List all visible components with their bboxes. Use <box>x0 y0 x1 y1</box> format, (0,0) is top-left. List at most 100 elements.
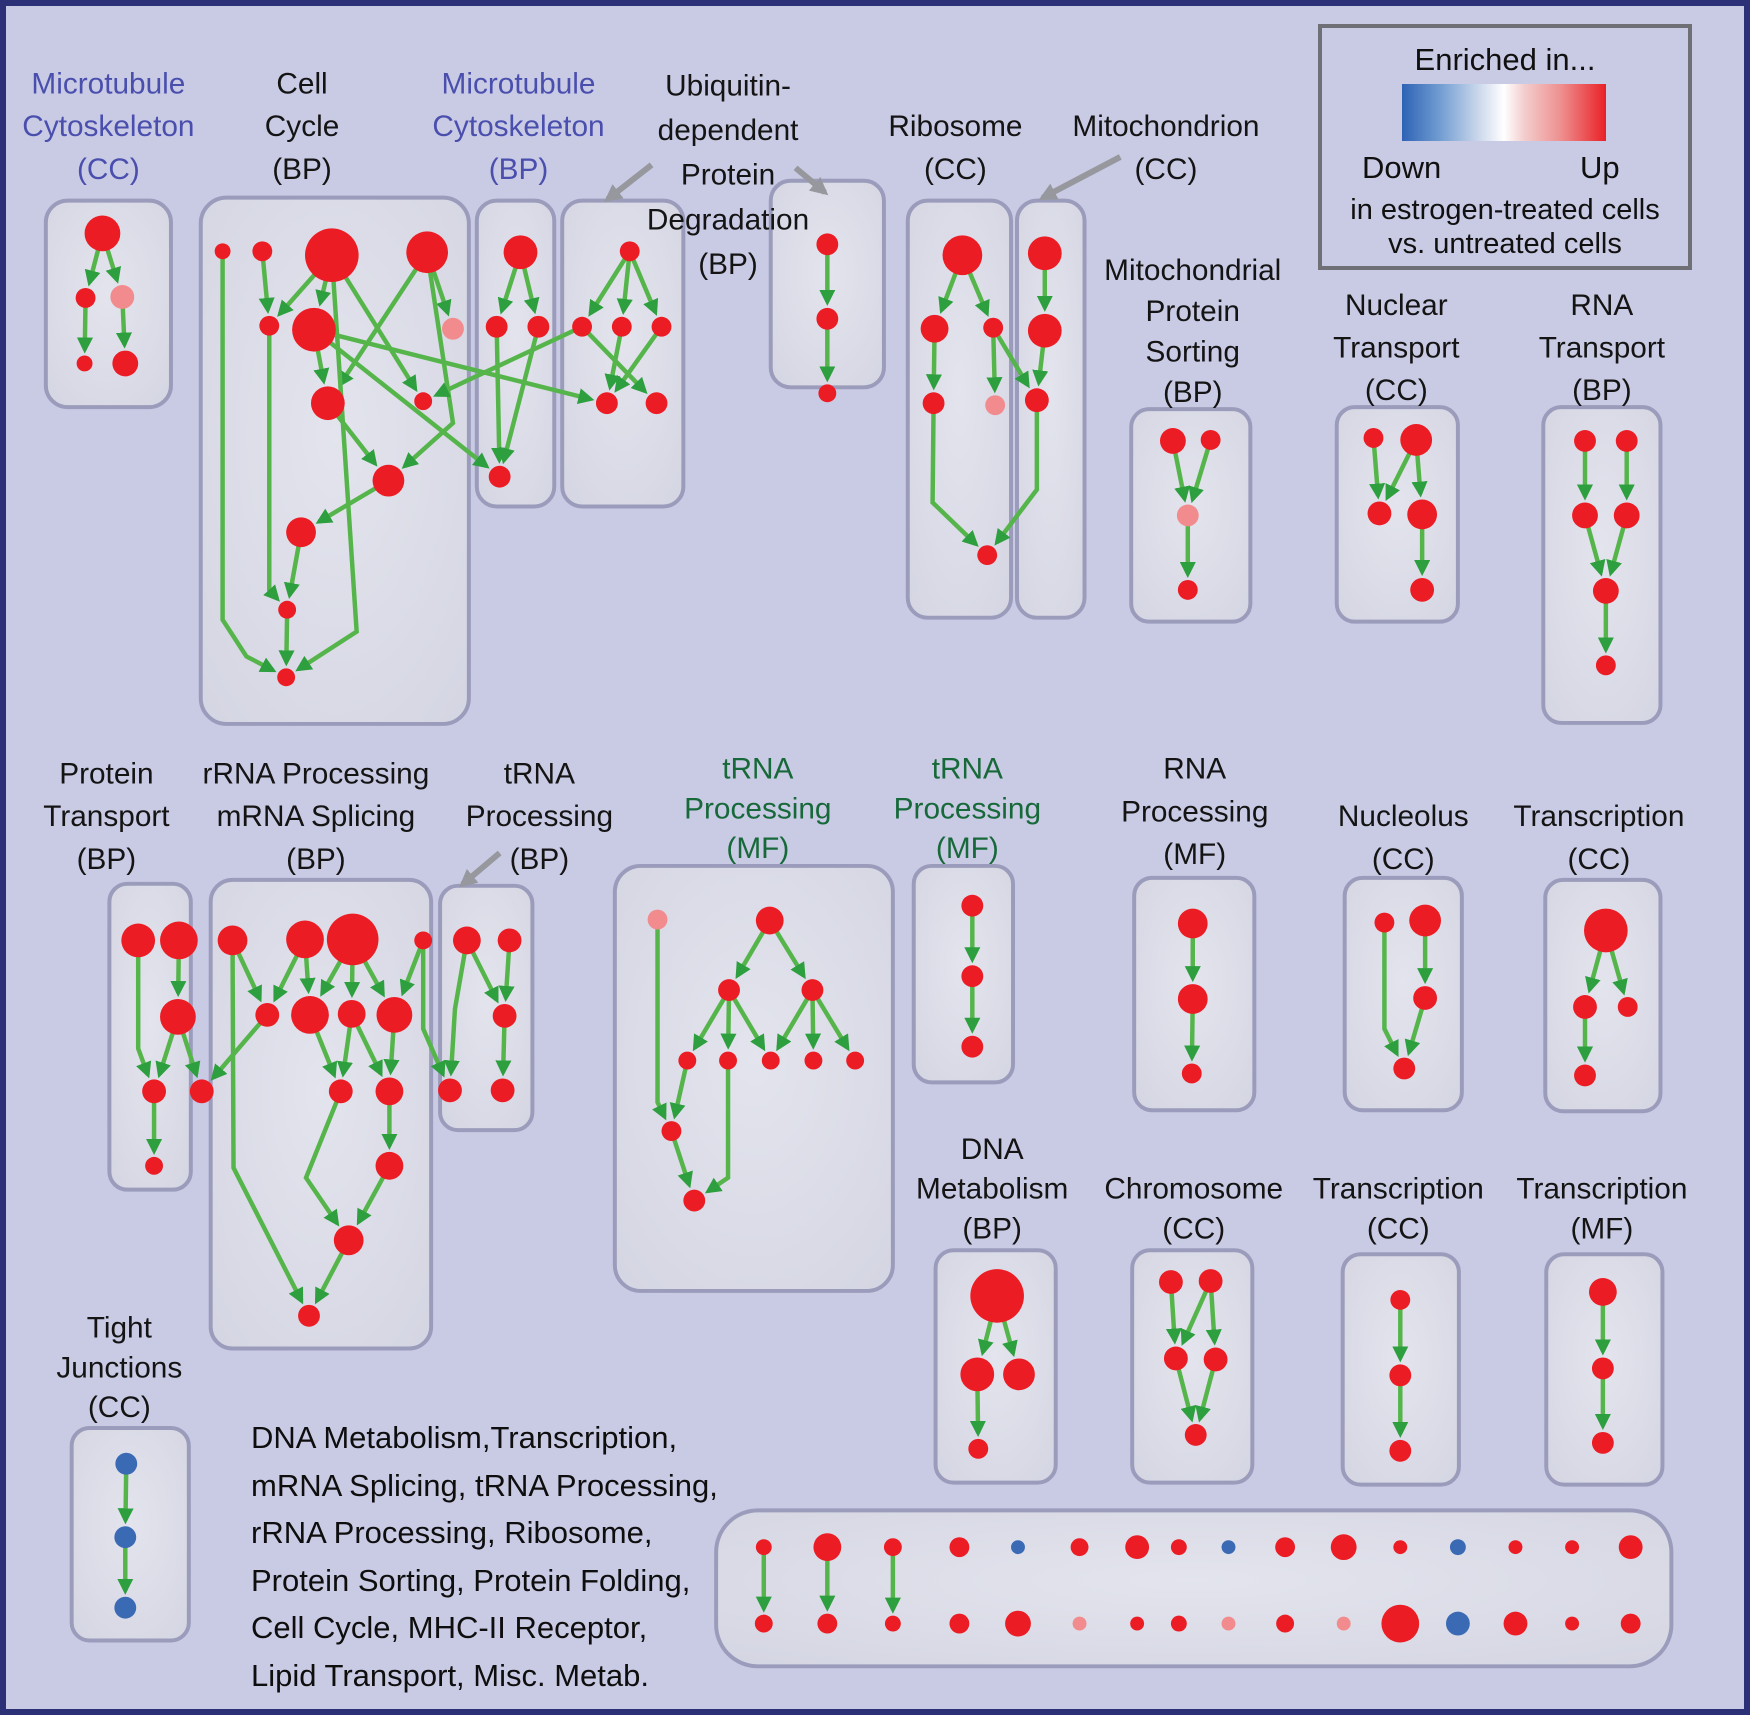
go-term-node <box>291 996 329 1034</box>
misc-text-line: Lipid Transport, Misc. Metab. <box>251 1657 649 1693</box>
edge-arrow <box>793 165 829 196</box>
cluster-label-nuclear-transport-cc: Nuclear Transport (CC) <box>1333 289 1460 407</box>
go-term-node <box>961 1035 984 1058</box>
go-term-node <box>1381 1604 1420 1643</box>
go-term-node <box>375 1077 404 1106</box>
edge-arrow <box>994 400 1040 546</box>
go-term-node <box>488 465 511 488</box>
cluster-label-mitochondrial-protein-sorting-bp: Mitochondrial Protein Sorting (BP) <box>1104 254 1281 409</box>
go-term-node <box>846 1051 865 1070</box>
go-term-node <box>1574 1064 1596 1087</box>
go-term-node <box>1620 1613 1641 1634</box>
go-term-node <box>883 1538 902 1557</box>
go-term-node <box>1176 504 1199 527</box>
go-term-node <box>1221 1540 1236 1555</box>
go-term-node <box>1130 1616 1145 1631</box>
edge-arrow <box>776 988 815 1052</box>
go-term-node <box>645 392 668 415</box>
go-term-node <box>115 1452 138 1475</box>
go-term-node <box>1159 428 1186 454</box>
cluster-label-rna-transport-bp: RNA Transport (BP) <box>1539 289 1666 407</box>
go-term-node <box>1574 430 1596 452</box>
cluster-label-protein-transport-bp: Protein Transport (BP) <box>43 758 170 876</box>
go-term-node <box>661 1121 682 1142</box>
edge-arrow <box>930 403 979 547</box>
go-network-diagram: Microtubule Cytoskeleton (CC) Cell Cycle (BP)… <box>22 67 1687 1669</box>
cluster-label-dna-metabolism-bp: DNA Metabolism (BP) <box>916 1133 1068 1245</box>
go-term-node <box>985 395 1006 416</box>
go-term-node <box>1367 501 1392 526</box>
go-term-node <box>818 384 837 403</box>
go-term-node <box>1390 1289 1411 1310</box>
go-term-node <box>305 228 359 283</box>
go-term-node <box>683 1189 706 1212</box>
cluster-label-mitochondrion-cc: Mitochondrion (CC) <box>1072 110 1259 186</box>
go-term-node <box>619 241 640 262</box>
go-term-node <box>1276 1614 1295 1633</box>
go-term-node <box>1027 313 1062 348</box>
misc-categories-text: DNA Metabolism,Transcription, mRNA Splic… <box>251 1414 721 1699</box>
edge-arrow <box>692 988 731 1052</box>
go-term-node <box>678 1051 697 1070</box>
go-term-node <box>1584 908 1628 953</box>
edge-arrow <box>652 919 667 1121</box>
go-term-node <box>438 1078 462 1103</box>
go-term-node <box>1407 499 1438 530</box>
cluster-box-protein-transport-bp <box>107 881 193 1192</box>
go-term-node <box>1613 502 1640 529</box>
cluster-label-transcription-cc-lower: Transcription (CC) <box>1313 1173 1484 1246</box>
go-term-node <box>414 392 433 411</box>
misc-text-line: Cell Cycle, MHC-II Receptor, <box>251 1610 648 1645</box>
go-term-node <box>1170 1615 1187 1632</box>
cluster-box-mitochondrion-cc <box>1015 198 1087 620</box>
edge-arrow <box>986 327 1003 394</box>
edge-arrow <box>230 940 304 1305</box>
cluster-box-nucleolus-cc <box>1342 875 1464 1113</box>
go-term-node <box>1503 1611 1528 1636</box>
go-term-node <box>252 241 273 262</box>
go-term-node <box>1445 1611 1470 1636</box>
go-term-node <box>755 1539 772 1556</box>
go-term-node <box>960 1357 995 1392</box>
go-term-node <box>651 316 672 337</box>
go-term-node <box>333 1225 364 1256</box>
go-term-node <box>1409 904 1442 937</box>
go-term-node <box>761 1051 780 1070</box>
go-term-node <box>214 243 231 260</box>
go-term-node <box>1595 655 1616 676</box>
edge-arrow <box>263 325 280 602</box>
cluster-label-tight-junctions-cc: Tight Junctions (CC) <box>56 1312 182 1424</box>
go-term-node <box>816 307 839 330</box>
cluster-label-trna-processing-mf-small: tRNA Processing (MF) <box>894 753 1041 865</box>
go-term-node <box>278 600 297 619</box>
go-term-node <box>1181 1063 1202 1084</box>
go-term-node <box>485 315 508 338</box>
go-term-node <box>1221 1616 1236 1631</box>
go-term-node <box>286 920 324 959</box>
go-term-node <box>375 1151 404 1180</box>
edge-arrow <box>604 326 624 391</box>
edge-arrow <box>603 162 654 203</box>
misc-text-line: mRNA Splicing, tRNA Processing, <box>251 1467 718 1503</box>
edge-arrow <box>614 325 664 393</box>
legend-up-label: Up <box>1580 150 1620 185</box>
go-term-node <box>949 1613 970 1634</box>
go-term-node <box>1617 997 1638 1017</box>
go-term-node <box>1508 1540 1523 1555</box>
go-term-node <box>970 1269 1024 1323</box>
go-term-node <box>1572 502 1598 529</box>
go-term-node <box>1024 388 1049 413</box>
cluster-label-cell-cycle-bp: Cell Cycle (BP) <box>265 67 339 185</box>
edge-arrow <box>704 1060 731 1194</box>
go-term-node <box>1588 1278 1617 1306</box>
go-term-node <box>1011 1540 1025 1555</box>
go-term-node <box>310 386 345 421</box>
misc-text-line: rRNA Processing, Ribosome, <box>251 1515 653 1550</box>
cluster-box-misc-categories-strip <box>714 1508 1674 1669</box>
go-term-node <box>497 928 522 953</box>
edge-arrow <box>616 251 633 315</box>
go-term-node <box>1163 1346 1188 1371</box>
go-term-node <box>1184 1424 1207 1446</box>
edge-arrow <box>491 326 508 464</box>
legend-title: Enriched in... <box>1414 42 1596 77</box>
